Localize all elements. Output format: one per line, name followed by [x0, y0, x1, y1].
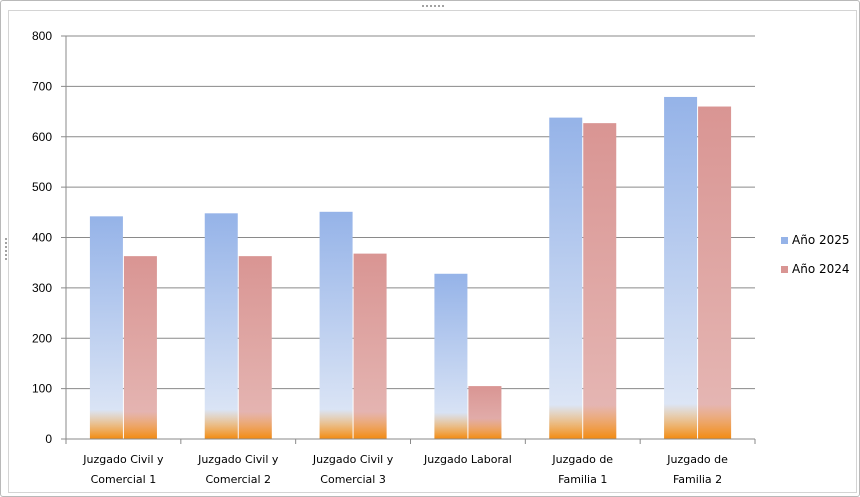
y-tick-label: 0 — [45, 432, 52, 446]
y-axis: 0 100 200 300 400 500 600 700 800 — [32, 29, 67, 446]
bar-base-glow — [89, 409, 123, 439]
bar-base-glow — [468, 418, 502, 439]
x-category-label: Familia 2 — [673, 473, 722, 486]
bar-base-glow — [583, 405, 617, 439]
bar-base-glow — [549, 404, 583, 439]
x-category-label: Comercial 2 — [205, 473, 271, 486]
chart-area-border — [8, 10, 857, 493]
y-tick-label: 200 — [32, 331, 52, 345]
bar-base-glow — [434, 412, 468, 439]
y-tick-label: 600 — [32, 130, 52, 144]
bar-ano-2025 — [549, 117, 583, 440]
x-category-label: Comercial 3 — [320, 473, 386, 486]
y-tick-label: 800 — [32, 29, 52, 43]
bar-ano-2024 — [123, 256, 157, 439]
x-axis: Juzgado Civil y Comercial 1 Juzgado Civil … — [65, 438, 756, 486]
y-tick-label: 700 — [32, 79, 52, 93]
bar-base-glow — [353, 411, 387, 439]
y-tick-label: 100 — [32, 382, 52, 396]
bar-ano-2024 — [238, 256, 272, 439]
x-category-label: Comercial 1 — [91, 473, 157, 486]
resize-handle-top[interactable] — [421, 4, 445, 8]
y-tick-label: 300 — [32, 281, 52, 295]
bar-ano-2024 — [583, 123, 617, 440]
gridlines — [66, 35, 755, 390]
x-category-label: Juzgado Civil y — [312, 453, 394, 466]
bar-ano-2025 — [89, 216, 123, 439]
bar-base-glow — [664, 403, 698, 439]
bars — [89, 96, 732, 440]
legend: Año 2025 Año 2024 — [781, 233, 850, 276]
resize-handle-left[interactable] — [4, 237, 8, 261]
x-category-label: Juzgado de — [666, 453, 728, 466]
bar-ano-2024 — [353, 253, 387, 439]
legend-swatch — [781, 237, 788, 244]
bar-base-glow — [204, 409, 238, 439]
bar-base-glow — [238, 411, 272, 439]
x-category-label: Juzgado de — [551, 453, 613, 466]
bar-base-glow — [698, 404, 732, 439]
x-category-label: Juzgado Civil y — [82, 453, 164, 466]
x-category-label: Juzgado Laboral — [423, 453, 512, 466]
bar-ano-2024 — [698, 106, 732, 440]
bar-ano-2025 — [434, 273, 468, 439]
legend-label: Año 2025 — [792, 233, 850, 247]
bar-ano-2025 — [204, 213, 238, 439]
legend-label: Año 2024 — [792, 262, 850, 276]
y-tick-label: 500 — [32, 180, 52, 194]
bar-base-glow — [319, 409, 353, 439]
bar-base-glow — [123, 411, 157, 439]
x-category-label: Juzgado Civil y — [197, 453, 279, 466]
legend-swatch — [781, 266, 788, 273]
bar-ano-2025 — [319, 211, 353, 439]
bar-ano-2025 — [664, 96, 698, 440]
x-category-label: Familia 1 — [558, 473, 607, 486]
y-tick-label: 400 — [32, 231, 52, 245]
